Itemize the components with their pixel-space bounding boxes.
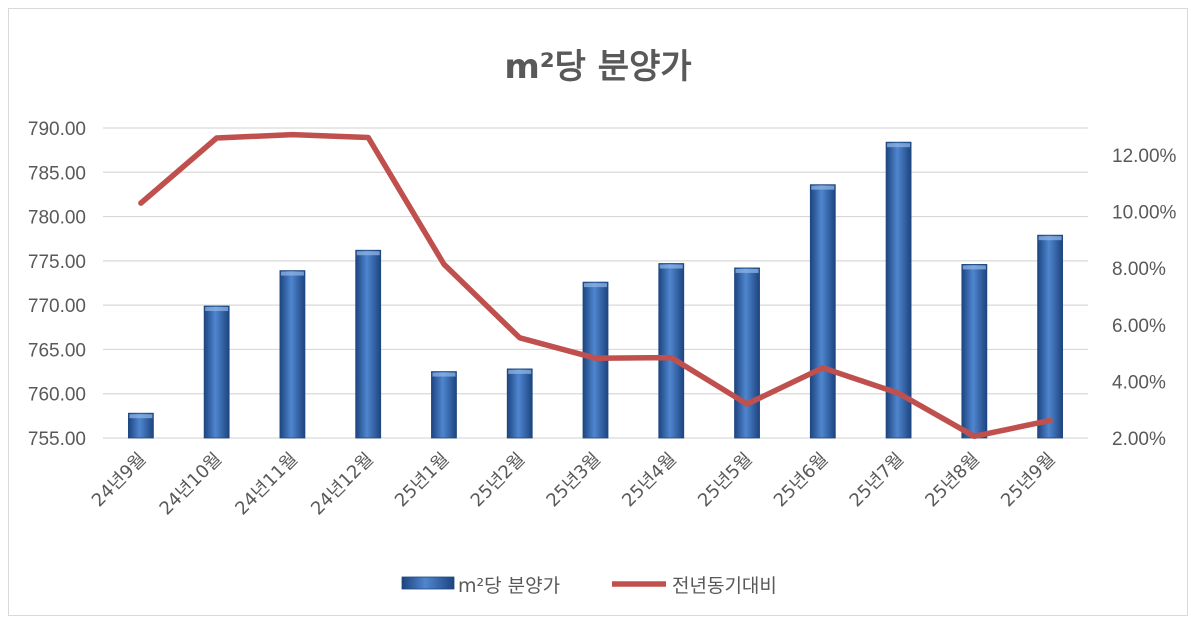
bar-highlight: [811, 185, 835, 190]
category-label: 25년4월: [618, 449, 681, 512]
bar-highlight: [129, 414, 153, 419]
bar-highlight: [584, 283, 607, 288]
bar-highlight: [432, 372, 456, 377]
bar-highlight: [1038, 236, 1062, 241]
left-tick-label: 780.00: [28, 208, 86, 229]
bar: [506, 368, 533, 439]
left-axis: 755.00 760.00 765.00 770.00 775.00 780.00 785.…: [28, 119, 86, 450]
bar: [961, 263, 988, 439]
right-tick-label: 4.00%: [1112, 372, 1166, 393]
category-label: 25년3월: [542, 449, 605, 512]
right-tick-label: 2.00%: [1112, 429, 1166, 450]
left-tick-label: 765.00: [28, 340, 86, 361]
bar-highlight: [962, 265, 986, 270]
bar: [658, 263, 685, 439]
bar-highlight: [735, 268, 759, 273]
left-tick-label: 760.00: [28, 385, 86, 406]
bar-highlight: [508, 369, 532, 374]
category-label: 25년1월: [391, 449, 454, 512]
bar: [355, 249, 382, 439]
bar-highlight: [280, 271, 304, 276]
category-label: 25년7월: [846, 449, 909, 512]
line-series: [138, 131, 1053, 440]
right-tick-label: 12.00%: [1112, 146, 1177, 167]
bar: [809, 184, 836, 439]
category-axis: 24년9월 24년10월 24년11월 24년12월 25년1월 25년2월 25년3월 25…: [88, 449, 1060, 520]
category-label: 25년9월: [997, 449, 1060, 512]
bar: [1037, 234, 1064, 439]
bar-highlight: [887, 143, 911, 148]
category-label: 24년10월: [156, 449, 227, 520]
bar: [203, 305, 230, 439]
legend: m²당 분양가 전년동기대비: [401, 575, 777, 597]
left-tick-label: 790.00: [28, 119, 86, 140]
right-tick-label: 8.00%: [1112, 259, 1166, 280]
right-axis: 2.00% 4.00% 6.00% 8.00% 10.00% 12.00%: [1112, 146, 1177, 450]
category-label: 24년9월: [88, 449, 151, 512]
category-label: 25년6월: [770, 449, 833, 512]
bar-series: [127, 141, 1064, 439]
bar: [279, 270, 306, 439]
category-label: 25년8월: [921, 449, 984, 512]
category-label: 25년5월: [694, 449, 757, 512]
bar-highlight: [205, 307, 229, 312]
left-tick-label: 775.00: [28, 252, 86, 273]
left-tick-label: 755.00: [28, 429, 86, 450]
line-path: [138, 131, 1053, 440]
right-tick-label: 10.00%: [1112, 203, 1177, 224]
bar: [431, 371, 457, 439]
bar: [734, 267, 760, 439]
bar-highlight: [659, 264, 683, 269]
right-tick-label: 6.00%: [1112, 316, 1166, 337]
category-label: 24년12월: [307, 449, 378, 520]
left-tick-label: 785.00: [28, 163, 86, 184]
bar-highlight: [356, 251, 380, 256]
chart-title: m²당 분양가: [504, 47, 691, 87]
legend-label-line: 전년동기대비: [672, 575, 777, 597]
legend-swatch-bar: [401, 576, 455, 590]
category-label: 24년11월: [231, 449, 302, 520]
legend-label-bar: m²당 분양가: [458, 575, 560, 597]
category-label: 25년2월: [467, 449, 530, 512]
gridlines: [103, 127, 1088, 439]
left-tick-label: 770.00: [28, 296, 86, 317]
